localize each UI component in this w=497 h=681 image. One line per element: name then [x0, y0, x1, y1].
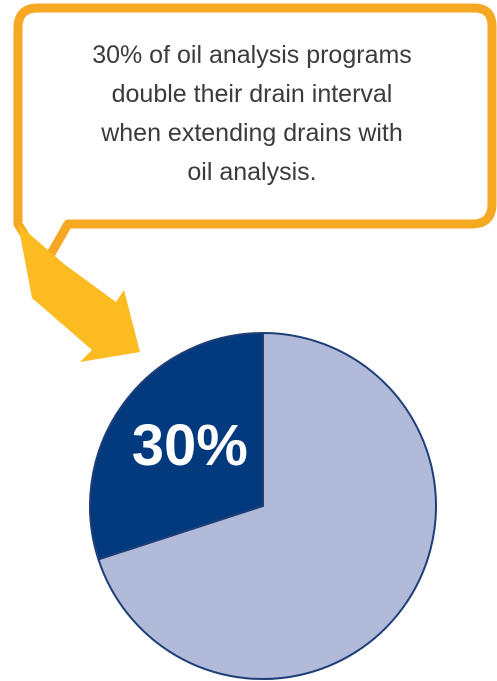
pie-slice [97, 331, 437, 680]
callout-line: double their drain interval [111, 80, 393, 108]
callout-arrow [18, 224, 140, 362]
pie-slice-label: 30% [132, 413, 248, 478]
callout-text: 30% of oil analysis programs double thei… [32, 36, 472, 192]
callout-line: oil analysis. [187, 158, 317, 186]
pie-slice [89, 331, 264, 561]
callout-bubble [13, 3, 497, 271]
callout-line: 30% of oil analysis programs [92, 41, 412, 69]
callout-line: when extending drains with [101, 119, 403, 147]
pie-chart: 30% [89, 331, 437, 680]
